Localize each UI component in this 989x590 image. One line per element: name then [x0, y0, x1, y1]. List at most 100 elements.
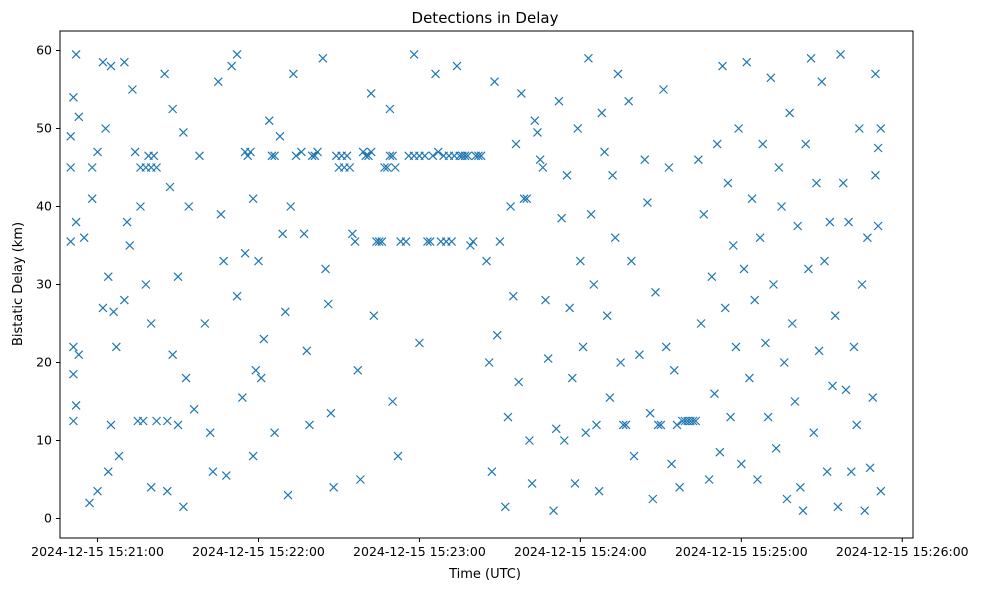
data-point-marker — [125, 241, 135, 250]
data-point-marker — [71, 217, 81, 227]
data-point-marker — [661, 342, 671, 352]
data-point-marker — [833, 502, 843, 512]
data-point-marker — [825, 217, 835, 227]
data-point-marker — [152, 163, 161, 172]
data-point-marker — [570, 478, 580, 488]
data-point-marker — [87, 194, 97, 204]
data-point-marker — [524, 436, 534, 445]
data-point-marker — [578, 342, 588, 352]
data-point-marker — [573, 124, 583, 133]
data-point-marker — [162, 486, 172, 496]
data-point-marker — [645, 408, 655, 418]
data-point-marker — [68, 416, 78, 426]
y-tick-label: 10 — [36, 433, 52, 448]
data-point-marker — [66, 163, 76, 172]
data-point-marker — [361, 151, 371, 161]
data-point-marker — [589, 280, 599, 289]
data-point-marker — [299, 229, 309, 239]
x-tick-label: 2024-12-15 15:22:00 — [192, 544, 325, 559]
data-point-marker — [656, 420, 666, 430]
data-point-marker — [173, 420, 183, 430]
data-point-marker — [669, 365, 679, 375]
data-point-marker — [667, 459, 677, 469]
data-point-marker — [227, 61, 237, 71]
data-point-marker — [876, 486, 886, 496]
data-point-marker — [600, 147, 609, 157]
data-point-marker — [165, 182, 175, 192]
data-point-marker — [500, 502, 510, 512]
data-point-marker — [871, 69, 880, 79]
data-point-marker — [541, 295, 550, 305]
data-point-marker — [305, 420, 314, 430]
data-point-marker — [342, 151, 352, 161]
data-point-marker — [857, 280, 867, 289]
data-point-marker — [522, 194, 532, 204]
data-point-marker — [160, 69, 170, 79]
data-point-marker — [602, 311, 612, 321]
data-point-marker — [433, 147, 443, 157]
data-point-marker — [313, 147, 322, 157]
data-point-marker — [771, 443, 781, 453]
data-point-marker — [484, 358, 494, 367]
data-point-marker — [447, 237, 457, 247]
data-point-marker — [66, 237, 76, 247]
data-point-marker — [527, 478, 537, 488]
data-point-marker — [409, 49, 419, 59]
data-point-marker — [149, 151, 159, 161]
data-point-marker — [428, 151, 438, 161]
data-point-marker — [854, 124, 864, 133]
data-point-marker — [254, 256, 263, 266]
data-point-marker — [168, 350, 178, 360]
y-tick-label: 40 — [36, 199, 52, 214]
data-point-marker — [551, 424, 561, 434]
data-point-marker — [621, 420, 631, 430]
data-point-marker — [390, 163, 400, 172]
data-point-marker — [366, 147, 376, 157]
data-point-marker — [830, 311, 840, 321]
data-point-marker — [178, 502, 188, 512]
data-point-marker — [302, 346, 312, 356]
data-point-marker — [836, 49, 846, 59]
data-point-marker — [189, 404, 199, 414]
data-point-marker — [246, 147, 255, 157]
data-point-marker — [490, 77, 499, 87]
data-point-marker — [693, 155, 703, 165]
data-point-marker — [173, 272, 183, 282]
data-point-marker — [345, 163, 355, 172]
data-point-marker — [575, 256, 585, 266]
data-point-marker — [559, 436, 569, 445]
data-point-marker — [98, 303, 108, 313]
data-point-marker — [785, 108, 795, 118]
data-point-marker — [549, 506, 558, 516]
data-point-marker — [822, 467, 832, 477]
data-point-marker — [256, 373, 266, 383]
x-tick-label: 2024-12-15 15:25:00 — [675, 544, 808, 559]
data-point-marker — [795, 482, 805, 492]
data-point-marker — [358, 147, 368, 157]
data-point-marker — [841, 385, 851, 395]
data-point-marker — [98, 57, 108, 67]
data-point-marker — [364, 151, 373, 161]
data-point-marker — [731, 342, 741, 352]
data-point-marker — [849, 342, 859, 352]
data-point-marker — [750, 295, 760, 305]
data-point-marker — [817, 77, 827, 87]
data-point-marker — [699, 209, 709, 219]
data-point-marker — [790, 397, 800, 406]
data-point-marker — [264, 116, 274, 126]
data-point-marker — [248, 451, 258, 461]
data-point-marker — [769, 280, 778, 289]
data-point-marker — [506, 202, 516, 211]
data-point-marker — [782, 494, 792, 504]
x-tick-label: 2024-12-15 15:23:00 — [353, 544, 486, 559]
data-point-marker — [868, 393, 878, 403]
data-point-marker — [798, 506, 808, 516]
data-point-marker — [93, 147, 102, 157]
data-point-marker — [495, 237, 505, 247]
data-point-marker — [715, 447, 725, 457]
data-point-marker — [508, 291, 518, 301]
data-point-marker — [651, 287, 660, 297]
data-point-marker — [514, 377, 524, 387]
data-point-marker — [136, 202, 145, 211]
